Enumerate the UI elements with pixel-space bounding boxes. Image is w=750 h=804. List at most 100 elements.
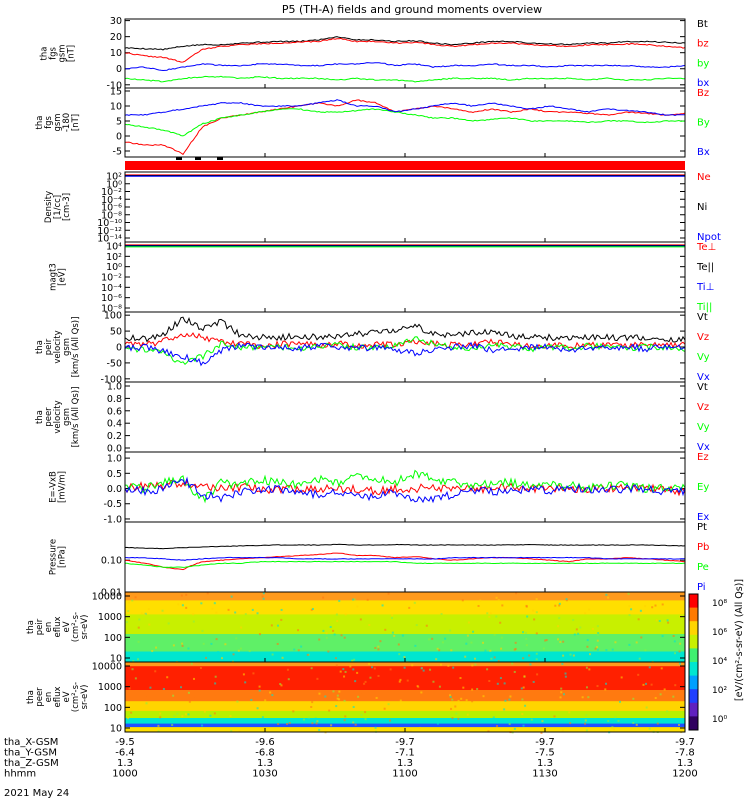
heatmap-cell	[660, 667, 663, 670]
heatmap-cell	[584, 719, 587, 722]
ytick-label: 0.0	[107, 484, 122, 495]
legend-Pb: Pb	[697, 542, 709, 553]
heatmap-cell	[181, 642, 184, 645]
ylabel-line: (cm²-s-	[71, 612, 81, 642]
heatmap-cell	[656, 722, 659, 725]
heatmap-cell	[336, 694, 339, 697]
ytick-label: 15	[110, 87, 122, 98]
heatmap-cell	[493, 633, 496, 636]
ylabel-line: [eV]	[58, 268, 68, 286]
heatmap-cell	[644, 649, 647, 652]
heatmap-cell	[474, 657, 477, 660]
legend-Vt: Vt	[697, 382, 708, 393]
heatmap-cell	[633, 656, 636, 659]
panel-ylabel: tha peer en eflux eV (cm²-s-sr-eV)	[26, 682, 90, 712]
heatmap-cell	[617, 719, 620, 722]
legend-by: by	[697, 58, 709, 69]
xaxis-row-label: tha_X-GSM	[4, 737, 58, 748]
heatmap-cell	[618, 700, 621, 703]
heatmap-cell	[497, 660, 500, 663]
xaxis-value: -7.1	[395, 748, 415, 759]
heatmap-cell	[335, 613, 338, 616]
ytick-label: 10⁻⁴	[101, 195, 122, 206]
heatmap-cell	[540, 731, 543, 734]
heatmap-cell	[127, 601, 130, 604]
xaxis-value: 1.3	[117, 758, 133, 769]
ytick-label: -1.0	[103, 514, 122, 525]
xaxis-value: -9.6	[255, 737, 275, 748]
heatmap-cell	[239, 647, 242, 650]
heatmap-cell	[127, 610, 130, 613]
heatmap-cell	[586, 645, 589, 648]
colorbar-label: [eV/(cm²-s-sr-eV) (All Qs)]	[734, 579, 745, 701]
heatmap-cell	[322, 629, 325, 632]
heatmap-cell	[428, 638, 431, 641]
heatmap-cell	[465, 694, 468, 697]
ytick-label: 0.01	[101, 588, 122, 599]
heatmap-cell	[276, 624, 279, 627]
heatmap-cell	[509, 695, 512, 698]
heatmap-cell	[628, 605, 631, 608]
heatmap-cell	[589, 653, 592, 656]
heatmap-cell	[438, 649, 441, 652]
legend-By: By	[697, 118, 710, 129]
heatmap-cell	[678, 723, 681, 726]
xaxis-value: 1200	[672, 769, 697, 780]
ytick-label: 0.6	[107, 406, 122, 417]
heatmap-cell	[288, 721, 291, 724]
heatmap-cell	[495, 596, 498, 599]
heatmap-cell	[202, 642, 205, 645]
heatmap-cell	[384, 628, 387, 631]
heatmap-cell	[425, 624, 428, 627]
heatmap-cell	[371, 666, 374, 669]
heatmap-cell	[591, 627, 594, 630]
legend-Ey: Ey	[697, 482, 709, 493]
heatmap-cell	[457, 717, 460, 720]
heatmap-cell	[389, 668, 392, 671]
heatmap-cell	[209, 714, 212, 717]
heatmap-cell	[416, 685, 419, 688]
heatmap-cell	[460, 697, 463, 700]
heatmap-cell	[310, 608, 313, 611]
heatmap-cell	[565, 598, 568, 601]
heatmap-cell	[451, 717, 454, 720]
ytick-label: 5	[116, 117, 122, 128]
heatmap-cell	[465, 699, 468, 702]
heatmap-cell	[328, 709, 331, 712]
heatmap-cell	[496, 725, 499, 728]
colorbar-cell	[689, 662, 698, 677]
series-line-Pi	[125, 556, 685, 561]
heatmap-cell	[630, 608, 633, 611]
ylabel-line: eV	[62, 621, 72, 632]
heatmap-cell	[302, 718, 305, 721]
heatmap-cell	[190, 662, 193, 665]
ylabel-line: gsm	[62, 408, 72, 426]
ytick-label: 100	[104, 311, 122, 322]
heatmap-cell	[262, 597, 265, 600]
heatmap-cell	[480, 697, 483, 700]
heatmap-cell	[325, 636, 328, 639]
ytick-label: 10⁻⁸	[101, 210, 122, 221]
heatmap-cell	[492, 716, 495, 719]
heatmap-cell	[605, 593, 608, 596]
ylabel-line: peir	[35, 618, 45, 635]
heatmap-cell	[648, 666, 651, 669]
heatmap-cell	[359, 618, 362, 621]
heatmap-cell	[588, 668, 591, 671]
ylabel-line: tha	[35, 116, 45, 130]
heatmap-cell	[351, 659, 354, 662]
heatmap-cell	[224, 643, 227, 646]
heatmap-cell	[638, 657, 641, 660]
heatmap-cell	[477, 604, 480, 607]
panel-5: tha peir velocity gsm [km/s (All Qs)] 100 50 0 -…	[35, 311, 710, 386]
heatmap-cell	[457, 699, 460, 702]
heatmap-cell	[172, 694, 175, 697]
panel-ylabel: magt3 [eV]	[49, 263, 68, 291]
heatmap-cell	[401, 634, 404, 637]
heatmap-cell	[557, 625, 560, 628]
heatmap-cell	[487, 730, 490, 733]
colorbar-cell	[689, 702, 698, 717]
legend-Ne: Ne	[697, 172, 711, 183]
heatmap-cell	[352, 705, 355, 708]
ytick-label: 1000	[98, 612, 122, 623]
